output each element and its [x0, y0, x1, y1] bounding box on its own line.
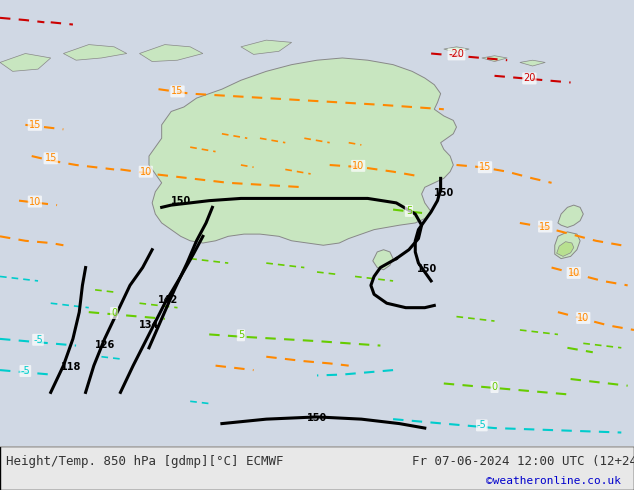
Polygon shape	[444, 47, 469, 52]
Polygon shape	[555, 232, 580, 259]
Polygon shape	[557, 242, 574, 256]
Text: ©weatheronline.co.uk: ©weatheronline.co.uk	[486, 476, 621, 486]
Text: -5: -5	[33, 335, 43, 345]
Text: 150: 150	[434, 188, 455, 198]
Text: -5: -5	[477, 420, 487, 430]
Text: 10: 10	[139, 167, 152, 177]
Text: 10: 10	[577, 313, 590, 323]
Text: 126: 126	[94, 340, 115, 350]
Polygon shape	[558, 205, 583, 227]
Text: 150: 150	[307, 414, 327, 423]
Text: 5: 5	[406, 206, 412, 216]
FancyBboxPatch shape	[0, 446, 634, 490]
Text: 142: 142	[158, 295, 178, 305]
Text: 5: 5	[238, 330, 244, 341]
Polygon shape	[149, 58, 456, 245]
Polygon shape	[63, 45, 127, 60]
Polygon shape	[373, 250, 393, 270]
Text: 15: 15	[29, 120, 41, 130]
Text: 150: 150	[417, 264, 437, 274]
Text: 134: 134	[139, 320, 159, 330]
Text: 0: 0	[111, 308, 117, 318]
Text: 15: 15	[539, 221, 552, 231]
Text: 118: 118	[61, 362, 81, 372]
Text: 15: 15	[44, 153, 57, 163]
Polygon shape	[0, 53, 51, 72]
Text: -20: -20	[448, 49, 465, 59]
Text: 0: 0	[491, 382, 498, 392]
Text: 150: 150	[171, 196, 191, 206]
Polygon shape	[139, 45, 203, 62]
Text: 15: 15	[479, 162, 491, 172]
Text: 10: 10	[352, 161, 365, 171]
Text: Height/Temp. 850 hPa [gdmp][°C] ECMWF: Height/Temp. 850 hPa [gdmp][°C] ECMWF	[6, 455, 284, 468]
Text: Fr 07-06-2024 12:00 UTC (12+240): Fr 07-06-2024 12:00 UTC (12+240)	[412, 455, 634, 468]
Polygon shape	[241, 40, 292, 54]
Text: -5: -5	[20, 366, 30, 376]
Text: 10: 10	[29, 196, 41, 207]
Text: 15: 15	[171, 86, 184, 97]
Text: 10: 10	[567, 268, 580, 278]
Polygon shape	[482, 56, 507, 62]
Text: 20: 20	[523, 74, 536, 83]
Polygon shape	[520, 60, 545, 66]
